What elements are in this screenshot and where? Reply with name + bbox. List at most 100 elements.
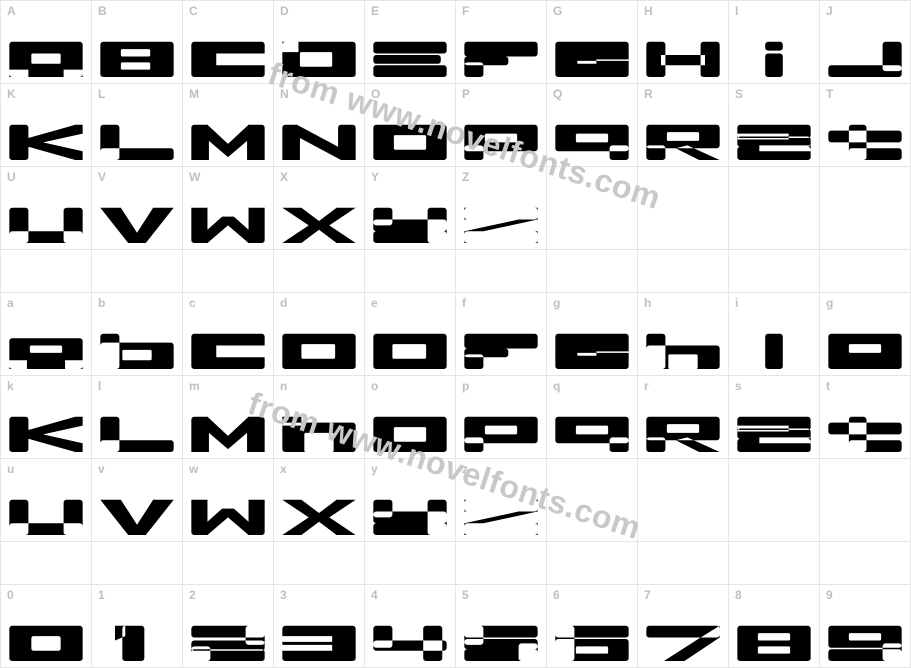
glyph-cell: Q <box>547 84 638 167</box>
cell-label: a <box>7 296 14 310</box>
glyph-cell: 3 <box>274 585 365 668</box>
cell-label: 8 <box>735 588 742 602</box>
cell-label: 1 <box>98 588 105 602</box>
cell-label: 3 <box>280 588 287 602</box>
glyph <box>820 376 910 458</box>
glyph-cell: E <box>365 1 456 84</box>
glyph-cell: o <box>365 376 456 459</box>
glyph-cell: c <box>183 293 274 376</box>
cell-label: b <box>98 296 106 310</box>
glyph-cell: g <box>547 293 638 376</box>
glyph-cell <box>729 542 820 585</box>
glyph-cell: 2 <box>183 585 274 668</box>
glyph-cell: h <box>638 293 729 376</box>
cell-label: x <box>280 462 287 476</box>
glyph-cell: l <box>92 376 183 459</box>
glyph-cell: Y <box>365 167 456 250</box>
glyph-cell <box>274 250 365 293</box>
glyph-cell: f <box>456 293 547 376</box>
glyph-cell: y <box>365 459 456 542</box>
cell-label: W <box>189 170 201 184</box>
glyph <box>183 585 273 667</box>
cell-label: Q <box>553 87 563 101</box>
glyph-cell <box>729 167 820 250</box>
grid-row: klmnopqrst <box>1 376 911 459</box>
glyph <box>729 1 819 83</box>
cell-label: z <box>462 462 469 476</box>
glyph-cell <box>638 167 729 250</box>
cell-label: k <box>7 379 14 393</box>
glyph <box>365 459 455 541</box>
glyph-cell <box>547 250 638 293</box>
glyph-cell: B <box>92 1 183 84</box>
glyph-cell: m <box>183 376 274 459</box>
glyph-cell <box>547 542 638 585</box>
cell-label: h <box>644 296 652 310</box>
grid-row: u v w x yz <box>1 459 911 542</box>
glyph-cell: z <box>456 459 547 542</box>
cell-label: R <box>644 87 653 101</box>
glyph <box>1 585 91 667</box>
glyph-cell: U <box>1 167 92 250</box>
cell-label: T <box>826 87 834 101</box>
cell-label: P <box>462 87 471 101</box>
glyph-cell <box>820 542 911 585</box>
cell-label: c <box>189 296 196 310</box>
cell-label: K <box>7 87 16 101</box>
glyph-cell: X <box>274 167 365 250</box>
glyph-cell: D <box>274 1 365 84</box>
glyph-cell: s <box>729 376 820 459</box>
cell-label: L <box>98 87 106 101</box>
glyph-cell: Z <box>456 167 547 250</box>
cell-label: 9 <box>826 588 833 602</box>
glyph-cell: v <box>92 459 183 542</box>
glyph-cell: H <box>638 1 729 84</box>
cell-label: C <box>189 4 198 18</box>
cell-label: p <box>462 379 470 393</box>
glyph-cell <box>183 250 274 293</box>
font-chart: ABCDEFGHIJKLMNOPQRSTUVWXYZabcdefghigklmn… <box>0 0 911 668</box>
cell-label: q <box>553 379 561 393</box>
cell-label: Z <box>462 170 470 184</box>
cell-label: u <box>7 462 15 476</box>
glyph-cell: d <box>274 293 365 376</box>
glyph-cell: 0 <box>1 585 92 668</box>
glyph-cell: P <box>456 84 547 167</box>
cell-label: S <box>735 87 744 101</box>
glyph-cell: 6 <box>547 585 638 668</box>
glyph-cell <box>365 250 456 293</box>
glyph <box>729 293 819 375</box>
glyph-cell: M <box>183 84 274 167</box>
grid-row <box>1 542 911 585</box>
cell-label: X <box>280 170 289 184</box>
glyph-cell: G <box>547 1 638 84</box>
cell-label: w <box>189 462 199 476</box>
glyph-cell: b <box>92 293 183 376</box>
cell-label: g <box>826 296 834 310</box>
cell-label: 4 <box>371 588 378 602</box>
cell-label: O <box>371 87 381 101</box>
glyph <box>365 293 455 375</box>
glyph <box>92 376 182 458</box>
cell-label: 2 <box>189 588 196 602</box>
glyph <box>274 585 364 667</box>
glyph <box>92 459 182 541</box>
glyph-cell: 4 <box>365 585 456 668</box>
glyph-cell: r <box>638 376 729 459</box>
glyph <box>274 459 364 541</box>
glyph-cell: 1 <box>92 585 183 668</box>
glyph-cell: t <box>820 376 911 459</box>
cell-label: t <box>826 379 831 393</box>
cell-label: v <box>98 462 105 476</box>
glyph-cell: V <box>92 167 183 250</box>
grid-row: abcdefghig <box>1 293 911 376</box>
glyph <box>820 1 910 83</box>
glyph-cell: C <box>183 1 274 84</box>
glyph <box>456 459 546 541</box>
glyph-cell: F <box>456 1 547 84</box>
grid-row: 0123456789 <box>1 585 911 668</box>
glyph <box>547 585 637 667</box>
glyph-cell: W <box>183 167 274 250</box>
glyph-cell: e <box>365 293 456 376</box>
glyph-cell: O <box>365 84 456 167</box>
